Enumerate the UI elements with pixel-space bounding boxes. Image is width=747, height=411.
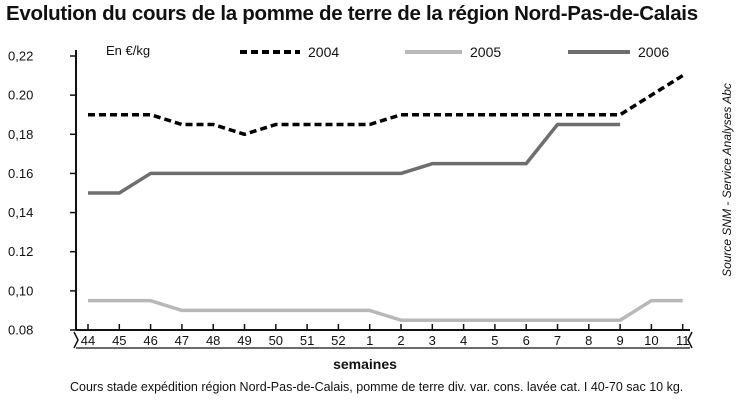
y-tick-label: 0,18 <box>8 127 33 142</box>
legend-label-2005: 2005 <box>470 44 501 60</box>
x-tick-label: 46 <box>143 333 157 348</box>
x-tick-label: 47 <box>175 333 189 348</box>
chart-title: Evolution du cours de la pomme de terre … <box>6 2 698 25</box>
legend-label-2006: 2006 <box>638 44 669 60</box>
x-tick-label: 5 <box>491 333 498 348</box>
y-tick-label: 0.08 <box>8 323 33 338</box>
x-tick-label: 49 <box>237 333 251 348</box>
x-axis-ticks: 44 45 46 47 48 49 50 51 52 1 2 3 4 5 6 7 8 9 10 11 <box>81 324 690 348</box>
chart-axes <box>73 50 693 349</box>
y-axis-ticks: 0,22 0.20 0,18 0.16 0,14 0.12 0,10 0.08 <box>8 49 76 338</box>
y-tick-label: 0,10 <box>8 283 33 298</box>
x-axis-break-left <box>73 331 79 349</box>
x-tick-label: 6 <box>523 333 530 348</box>
x-tick-label: 51 <box>300 333 314 348</box>
series-lines <box>88 74 684 322</box>
x-axis-break-right <box>687 331 693 349</box>
x-tick-label: 50 <box>269 333 283 348</box>
x-tick-label: 8 <box>585 333 592 348</box>
y-tick-label: 0,22 <box>8 49 33 64</box>
series-line-2005 <box>88 298 683 322</box>
y-tick-label: 0.12 <box>8 244 33 259</box>
x-tick-label: 1 <box>366 333 373 348</box>
legend: 2004 2005 2006 <box>240 44 669 60</box>
x-tick-label: 11 <box>676 333 690 348</box>
y-tick-label: 0.16 <box>8 166 33 181</box>
legend-label-2004: 2004 <box>308 44 339 60</box>
chart-caption: Cours stade expédition région Nord-Pas-d… <box>70 380 684 394</box>
x-tick-label: 44 <box>81 333 95 348</box>
x-tick-label: 9 <box>616 333 623 348</box>
x-tick-label: 10 <box>644 333 658 348</box>
source-note: Source SNM - Service Analyses Abc <box>720 83 734 277</box>
x-tick-label: 4 <box>460 333 467 348</box>
series-line-2004 <box>88 74 684 137</box>
x-tick-label: 52 <box>331 333 345 348</box>
x-tick-label: 48 <box>206 333 220 348</box>
x-tick-label: 7 <box>554 333 561 348</box>
x-axis-label: semaines <box>333 356 397 372</box>
y-axis-label: En €/kg <box>106 43 150 58</box>
x-tick-label: 2 <box>397 333 404 348</box>
series-line-2006 <box>88 122 621 195</box>
y-tick-label: 0,14 <box>8 205 33 220</box>
y-tick-label: 0.20 <box>8 88 33 103</box>
x-tick-label: 3 <box>429 333 436 348</box>
x-tick-label: 45 <box>112 333 126 348</box>
